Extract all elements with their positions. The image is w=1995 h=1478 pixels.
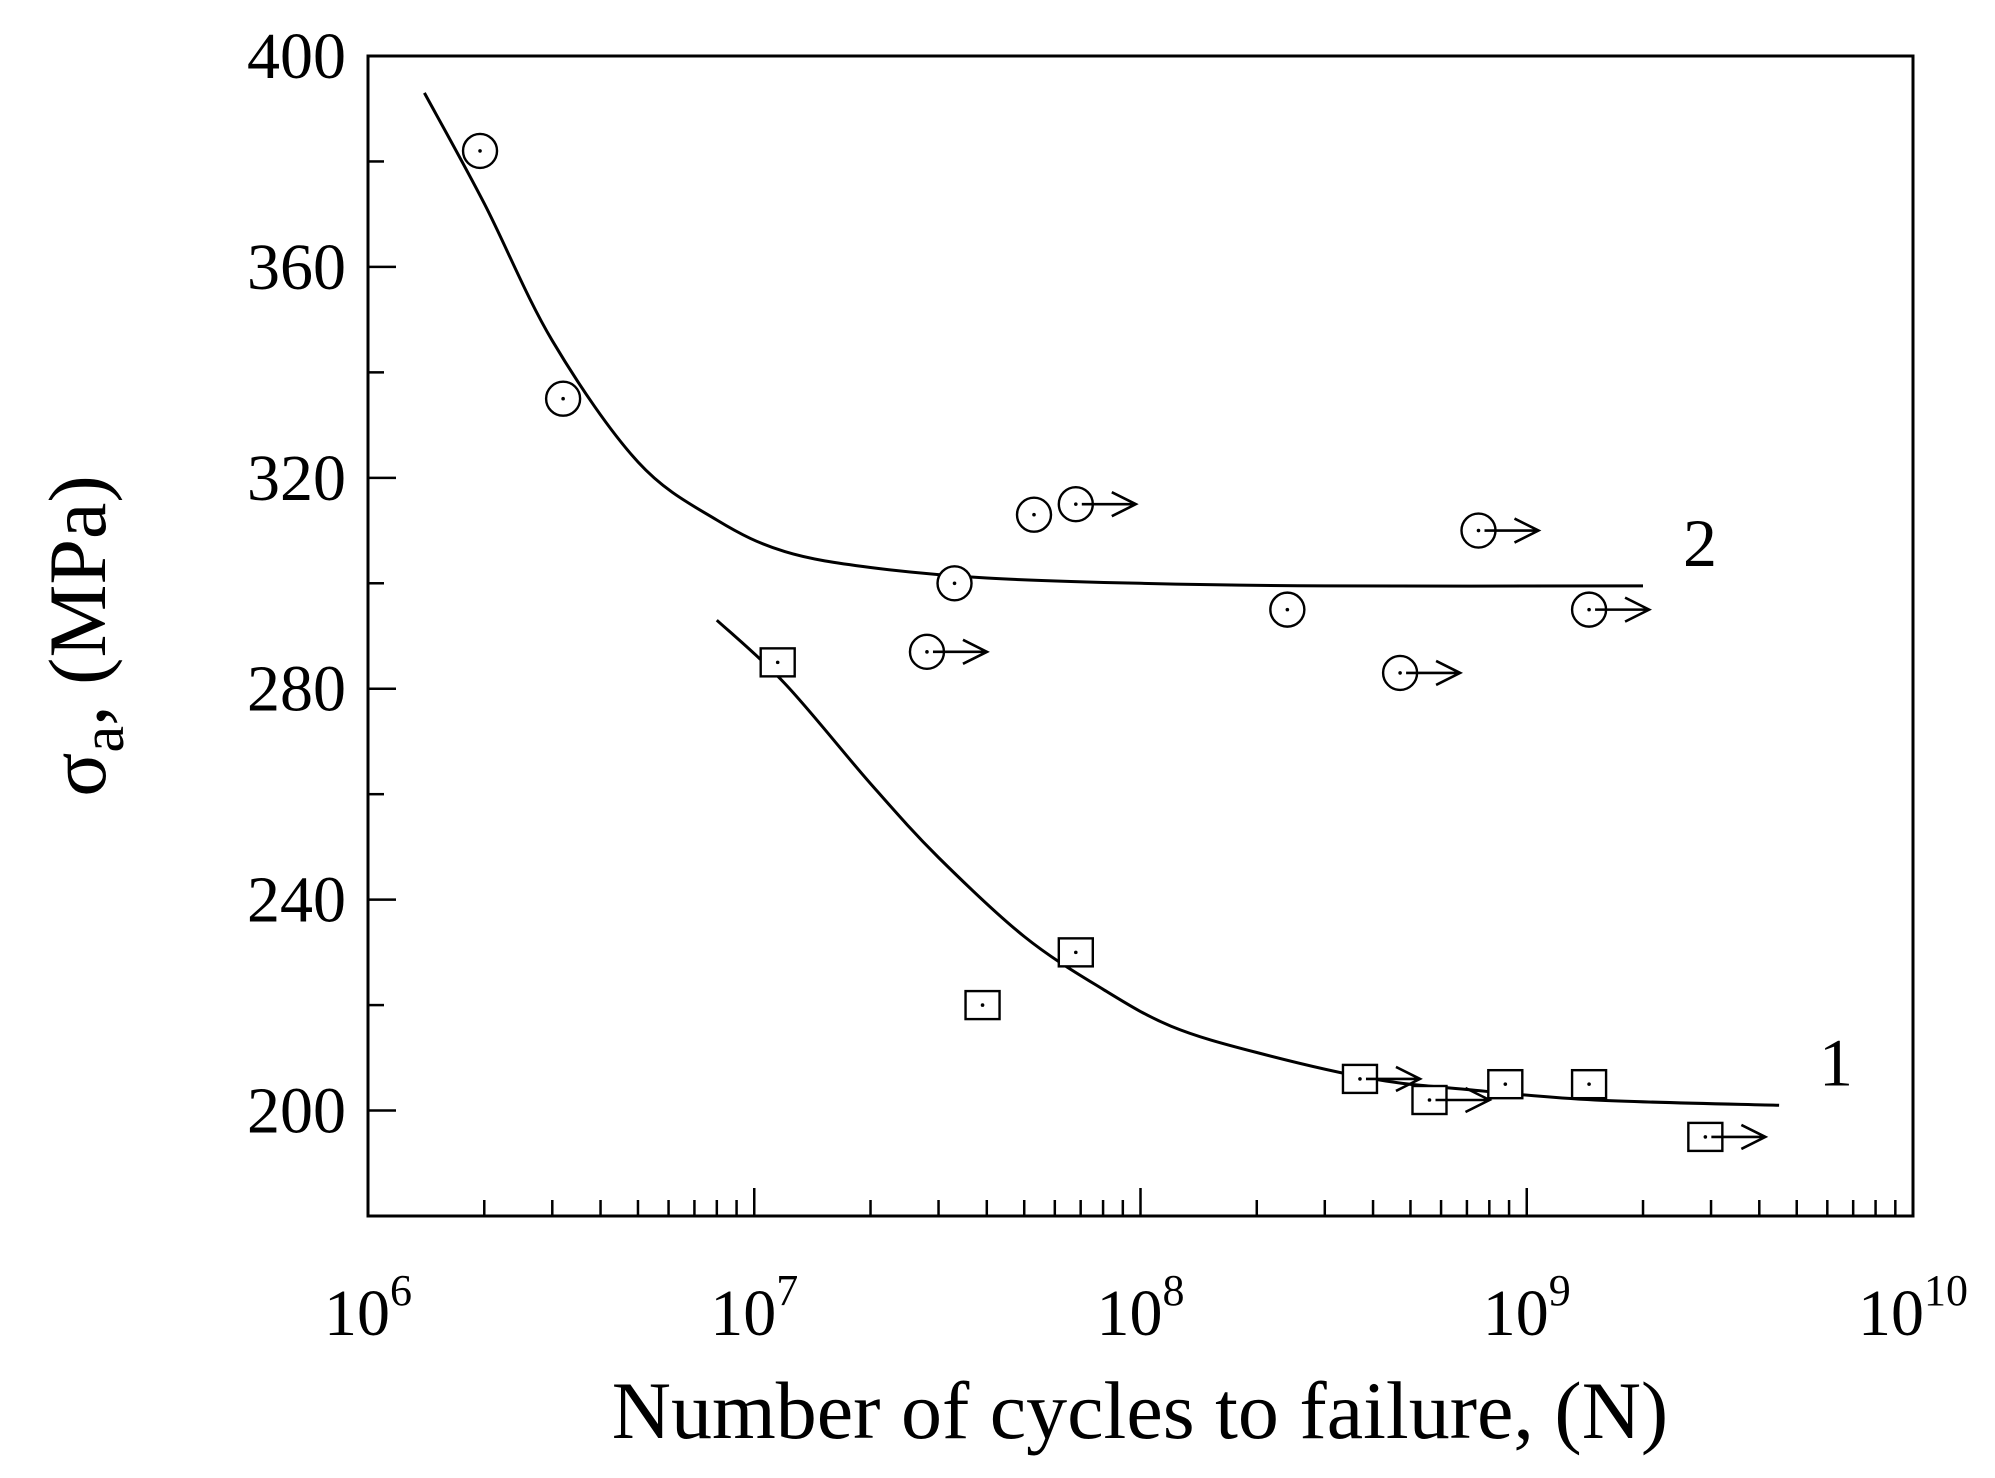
center-dot (1358, 1077, 1362, 1081)
center-dot (1587, 607, 1591, 612)
data-point (1460, 512, 1542, 549)
y-tick-label: 400 (247, 20, 346, 93)
center-dot (478, 149, 482, 153)
data-point (1015, 496, 1053, 533)
y-axis-label-unit: , (MPa) (32, 475, 123, 726)
x-tick-label-exponent: 6 (390, 1266, 412, 1315)
data-point (908, 633, 990, 671)
y-axis-label-symbol: σ (32, 752, 123, 796)
fit-curve-2 (423, 92, 1644, 588)
center-dot (775, 660, 780, 665)
data-point (1269, 591, 1306, 628)
data-point (1570, 1068, 1608, 1100)
square-marker (964, 989, 1001, 1021)
data-point (1411, 1084, 1493, 1116)
data-point (1487, 1068, 1524, 1100)
center-dot (561, 396, 565, 401)
data-point (1687, 1121, 1769, 1153)
data-point (1057, 937, 1095, 968)
plot-frame (366, 54, 1915, 1218)
runout-arrow (1081, 491, 1139, 518)
y-axis-label-subscript: a (70, 726, 136, 753)
data-point (759, 647, 796, 678)
center-dot (980, 1003, 985, 1007)
data-point (1057, 485, 1139, 523)
fit-curve-1 (715, 619, 1780, 1107)
x-tick-label-base: 10 (1483, 1277, 1549, 1350)
series-labels: 12 (1683, 505, 1853, 1100)
data-point (1570, 591, 1652, 628)
x-tick-label: 1010 (1858, 1266, 1968, 1350)
center-dot (1587, 1082, 1591, 1086)
data-markers (461, 132, 1769, 1153)
data-point (1341, 1063, 1423, 1095)
data-point (1381, 654, 1464, 692)
y-tick-label: 240 (247, 864, 346, 937)
center-dot (1285, 607, 1290, 612)
data-point (461, 132, 499, 170)
center-dot (1427, 1098, 1432, 1102)
x-tick-label: 109 (1483, 1266, 1571, 1350)
x-tick-label-exponent: 9 (1549, 1266, 1571, 1315)
y-axis-label: σa, (MPa) (32, 475, 136, 796)
x-axis-label: Number of cycles to failure, (N) (612, 1365, 1668, 1456)
x-tick-label-exponent: 7 (776, 1266, 798, 1315)
x-tick-label-exponent: 10 (1924, 1266, 1968, 1315)
axis-ticks (368, 54, 1897, 1216)
center-dot (925, 650, 929, 654)
runout-arrow (1484, 517, 1542, 544)
y-tick-label: 320 (247, 442, 346, 515)
runout-arrow (1711, 1123, 1769, 1151)
runout-arrow (1365, 1065, 1423, 1093)
series-label: 2 (1683, 505, 1717, 581)
center-dot (1074, 950, 1078, 955)
x-tick-label-exponent: 8 (1163, 1266, 1185, 1315)
x-tick-label-base: 10 (324, 1277, 390, 1350)
series-label: 1 (1819, 1024, 1853, 1100)
x-tick-label-base: 10 (710, 1277, 776, 1350)
center-dot (1476, 528, 1481, 533)
center-dot (1503, 1082, 1508, 1086)
y-tick-label: 280 (247, 653, 346, 726)
x-tick-label: 107 (710, 1266, 798, 1350)
x-tick-label-base: 10 (1097, 1277, 1163, 1350)
center-dot (1703, 1135, 1708, 1139)
data-point (964, 989, 1001, 1021)
runout-arrow (1435, 1086, 1493, 1114)
runout-arrow (1595, 596, 1652, 623)
runout-arrow (1406, 659, 1464, 687)
y-tick-label: 360 (247, 231, 346, 304)
runout-arrow (932, 638, 990, 665)
center-dot (1398, 671, 1402, 675)
center-dot (1074, 502, 1078, 506)
x-tick-label-base: 10 (1858, 1277, 1924, 1350)
data-point (936, 565, 973, 602)
center-dot (952, 581, 957, 586)
center-dot (1032, 512, 1036, 517)
x-tick-label: 106 (324, 1266, 412, 1350)
data-point (544, 380, 582, 417)
x-tick-label: 108 (1097, 1266, 1185, 1350)
y-tick-label: 200 (247, 1075, 346, 1148)
